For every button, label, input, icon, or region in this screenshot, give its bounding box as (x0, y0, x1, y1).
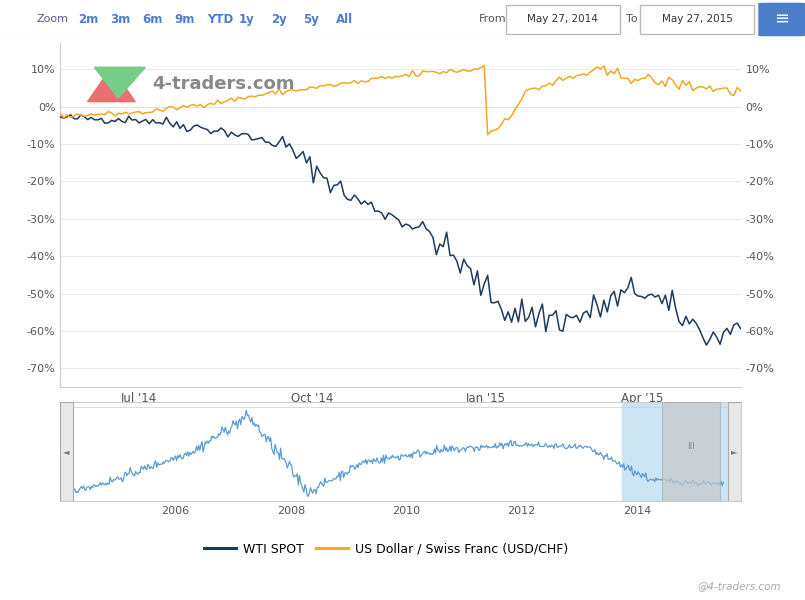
Text: 3m: 3m (110, 13, 130, 26)
FancyBboxPatch shape (506, 5, 620, 34)
Text: May 27, 2015: May 27, 2015 (662, 14, 733, 25)
Text: III: III (687, 442, 695, 451)
Legend: WTI SPOT, US Dollar / Swiss Franc (USD/CHF): WTI SPOT, US Dollar / Swiss Franc (USD/C… (200, 538, 573, 561)
Text: 5y: 5y (303, 13, 320, 26)
FancyBboxPatch shape (60, 402, 72, 501)
Text: May 27, 2014: May 27, 2014 (527, 14, 598, 25)
Text: YTD: YTD (207, 13, 233, 26)
Text: 2y: 2y (271, 13, 287, 26)
Text: @4-traders.com: @4-traders.com (697, 581, 781, 591)
Polygon shape (94, 67, 146, 98)
Text: ≡: ≡ (774, 10, 789, 28)
Text: All: All (336, 13, 353, 26)
Text: 4-traders.com: 4-traders.com (152, 76, 295, 94)
Text: 6m: 6m (142, 13, 163, 26)
FancyBboxPatch shape (663, 402, 720, 501)
Polygon shape (88, 67, 135, 101)
Text: From: From (479, 14, 506, 25)
FancyBboxPatch shape (640, 5, 754, 34)
FancyBboxPatch shape (758, 3, 805, 36)
Text: ◄: ◄ (64, 447, 70, 456)
Text: Zoom: Zoom (36, 14, 68, 25)
Bar (622, 402, 741, 501)
Text: ►: ► (731, 447, 737, 456)
Text: 1y: 1y (239, 13, 255, 26)
FancyBboxPatch shape (729, 402, 741, 501)
Text: To: To (626, 14, 638, 25)
Text: 9m: 9m (175, 13, 195, 26)
Text: 2m: 2m (78, 13, 98, 26)
